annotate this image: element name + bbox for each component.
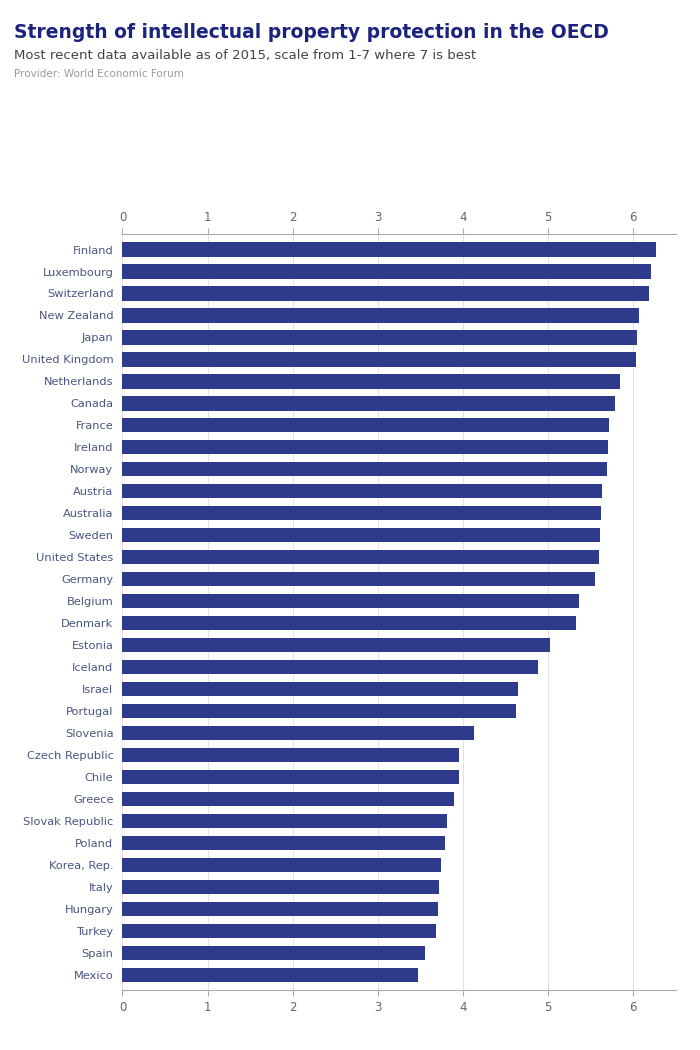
Bar: [122, 528, 600, 543]
Bar: [122, 594, 580, 608]
Bar: [122, 353, 636, 366]
Bar: [122, 309, 639, 322]
Bar: [122, 616, 576, 630]
Bar: [122, 550, 599, 564]
Bar: [122, 440, 608, 455]
Bar: [122, 243, 656, 256]
Bar: [122, 331, 637, 344]
Bar: [122, 572, 595, 586]
Bar: [122, 704, 517, 718]
Bar: [122, 638, 550, 652]
Bar: [122, 814, 447, 828]
Text: Most recent data available as of 2015, scale from 1-7 where 7 is best: Most recent data available as of 2015, s…: [14, 49, 476, 62]
Text: Provider: World Economic Forum: Provider: World Economic Forum: [14, 69, 184, 80]
Bar: [122, 726, 474, 740]
Bar: [122, 506, 601, 521]
Bar: [122, 462, 608, 477]
Bar: [122, 902, 438, 916]
Bar: [122, 660, 538, 674]
Bar: [122, 418, 609, 433]
Bar: [122, 396, 615, 411]
Bar: [122, 968, 418, 982]
Bar: [122, 792, 454, 806]
Bar: [122, 681, 518, 696]
Bar: [122, 770, 459, 784]
Bar: [122, 748, 459, 762]
Text: Strength of intellectual property protection in the OECD: Strength of intellectual property protec…: [14, 23, 609, 42]
Bar: [122, 858, 441, 871]
Bar: [122, 287, 649, 300]
Bar: [122, 880, 439, 894]
Text: figure.nz: figure.nz: [598, 15, 676, 29]
Bar: [122, 924, 435, 938]
Bar: [122, 484, 602, 499]
Bar: [122, 836, 445, 851]
Bar: [122, 946, 426, 960]
Bar: [122, 265, 651, 278]
Bar: [122, 374, 620, 388]
